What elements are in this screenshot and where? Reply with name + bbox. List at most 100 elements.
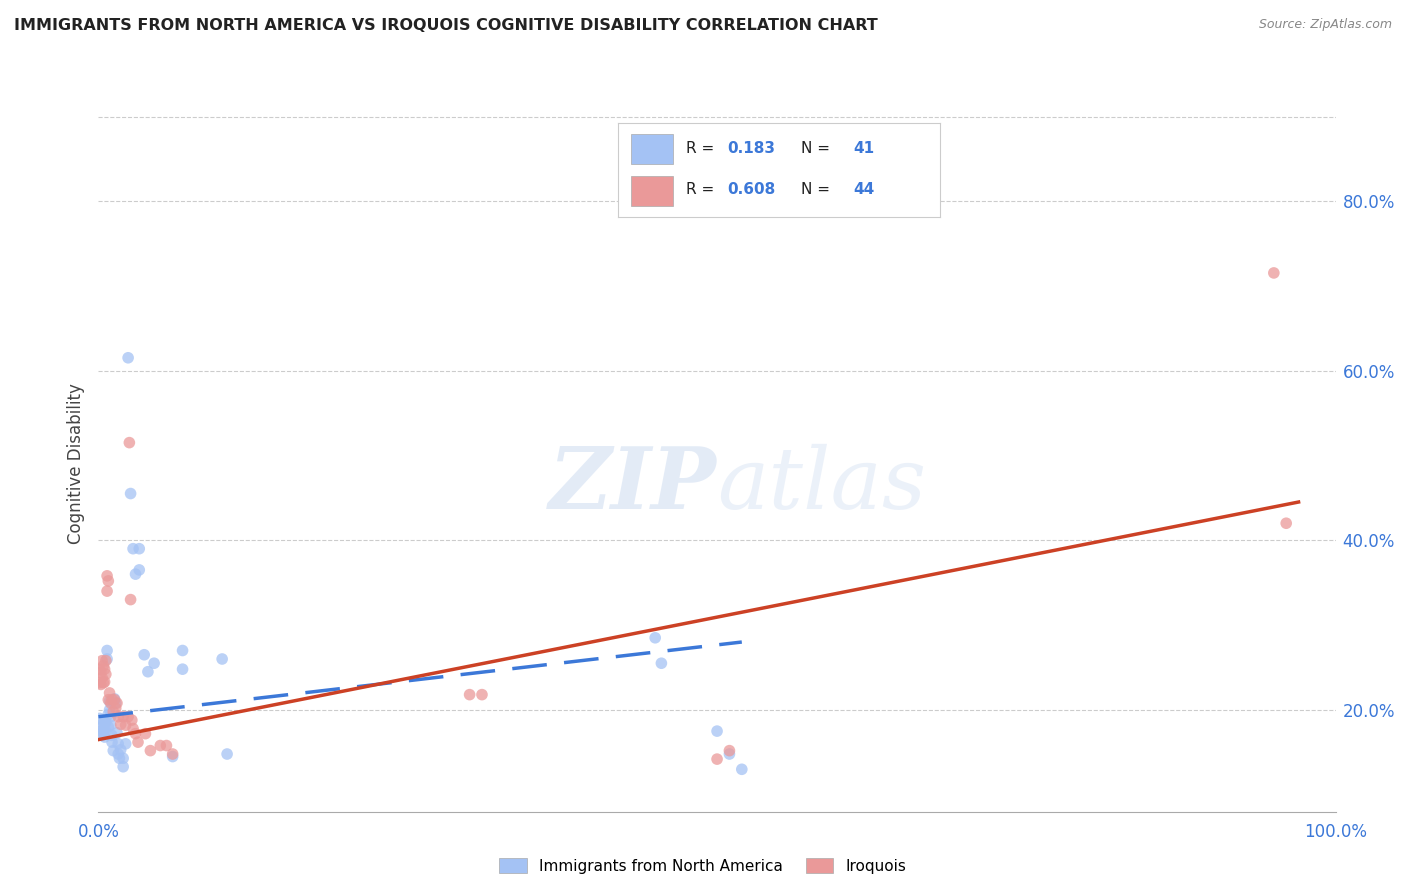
Point bbox=[91, 720, 114, 734]
Point bbox=[718, 747, 741, 761]
Point bbox=[89, 662, 111, 676]
Point bbox=[1275, 516, 1298, 531]
Point bbox=[650, 657, 672, 671]
Point bbox=[118, 435, 141, 450]
Point bbox=[471, 688, 494, 702]
Point bbox=[149, 739, 172, 753]
Point bbox=[155, 739, 177, 753]
Point bbox=[706, 724, 728, 739]
Point bbox=[94, 715, 117, 730]
Point bbox=[97, 707, 120, 722]
Point bbox=[100, 696, 122, 710]
Point bbox=[124, 726, 146, 740]
Point bbox=[93, 662, 115, 676]
Text: Source: ZipAtlas.com: Source: ZipAtlas.com bbox=[1258, 18, 1392, 31]
Point bbox=[103, 691, 125, 706]
Point bbox=[98, 686, 121, 700]
Text: atlas: atlas bbox=[717, 443, 927, 526]
Point bbox=[105, 726, 128, 740]
Point bbox=[91, 654, 114, 668]
Point bbox=[1263, 266, 1285, 280]
Point bbox=[172, 662, 194, 676]
Point bbox=[107, 737, 129, 751]
Point bbox=[211, 652, 233, 666]
Point bbox=[143, 657, 166, 671]
Point bbox=[112, 709, 135, 723]
Point bbox=[112, 751, 135, 765]
Point bbox=[96, 652, 118, 666]
Text: ZIP: ZIP bbox=[550, 443, 717, 526]
Point bbox=[96, 569, 118, 583]
Point bbox=[706, 752, 728, 766]
Point bbox=[103, 744, 125, 758]
Point bbox=[96, 643, 118, 657]
Point bbox=[134, 648, 156, 662]
Point bbox=[124, 567, 146, 582]
Point bbox=[718, 744, 741, 758]
Point bbox=[128, 541, 150, 556]
Point bbox=[104, 696, 127, 710]
Point bbox=[120, 592, 142, 607]
Point bbox=[120, 486, 142, 500]
Point bbox=[90, 677, 112, 691]
Point bbox=[93, 658, 115, 673]
Point bbox=[644, 631, 666, 645]
Point bbox=[114, 718, 136, 732]
Point bbox=[94, 654, 117, 668]
Point bbox=[93, 730, 115, 744]
Point bbox=[93, 724, 115, 739]
Point bbox=[91, 671, 114, 685]
Point bbox=[97, 720, 120, 734]
Point bbox=[93, 675, 115, 690]
Point bbox=[97, 574, 120, 588]
Point bbox=[117, 351, 139, 365]
Point bbox=[122, 722, 145, 736]
Point bbox=[101, 735, 124, 749]
Point bbox=[98, 703, 121, 717]
Point bbox=[139, 744, 162, 758]
Point bbox=[90, 665, 112, 680]
Point bbox=[162, 747, 184, 761]
Point bbox=[89, 675, 111, 690]
Y-axis label: Cognitive Disability: Cognitive Disability bbox=[66, 384, 84, 544]
Point bbox=[112, 760, 135, 774]
Point bbox=[93, 715, 115, 730]
Point bbox=[103, 692, 125, 706]
Point bbox=[101, 728, 124, 742]
Point bbox=[93, 674, 115, 689]
Point bbox=[458, 688, 481, 702]
Point bbox=[101, 692, 124, 706]
Point bbox=[105, 696, 128, 710]
Point bbox=[117, 709, 139, 723]
Point bbox=[110, 743, 132, 757]
Point bbox=[172, 643, 194, 657]
Point bbox=[103, 705, 125, 719]
Point bbox=[97, 692, 120, 706]
Point bbox=[90, 724, 112, 739]
Point bbox=[96, 584, 118, 599]
Point bbox=[127, 735, 149, 749]
Point bbox=[136, 665, 159, 679]
Text: IMMIGRANTS FROM NORTH AMERICA VS IROQUOIS COGNITIVE DISABILITY CORRELATION CHART: IMMIGRANTS FROM NORTH AMERICA VS IROQUOI… bbox=[14, 18, 877, 33]
Point bbox=[93, 715, 115, 730]
Point bbox=[91, 728, 114, 742]
Point bbox=[731, 762, 754, 776]
Point bbox=[128, 563, 150, 577]
Point bbox=[110, 717, 132, 731]
Point bbox=[108, 751, 131, 765]
Point bbox=[100, 709, 122, 723]
Point bbox=[98, 694, 121, 708]
Point bbox=[217, 747, 239, 761]
Point bbox=[89, 711, 111, 725]
Point bbox=[114, 737, 136, 751]
Point bbox=[107, 747, 129, 761]
Point bbox=[100, 718, 122, 732]
Point bbox=[94, 724, 117, 739]
Point bbox=[162, 749, 184, 764]
Point bbox=[122, 541, 145, 556]
Point bbox=[104, 701, 127, 715]
Legend: Immigrants from North America, Iroquois: Immigrants from North America, Iroquois bbox=[494, 852, 912, 880]
Point bbox=[121, 713, 143, 727]
Point bbox=[94, 667, 117, 681]
Point bbox=[134, 726, 156, 740]
